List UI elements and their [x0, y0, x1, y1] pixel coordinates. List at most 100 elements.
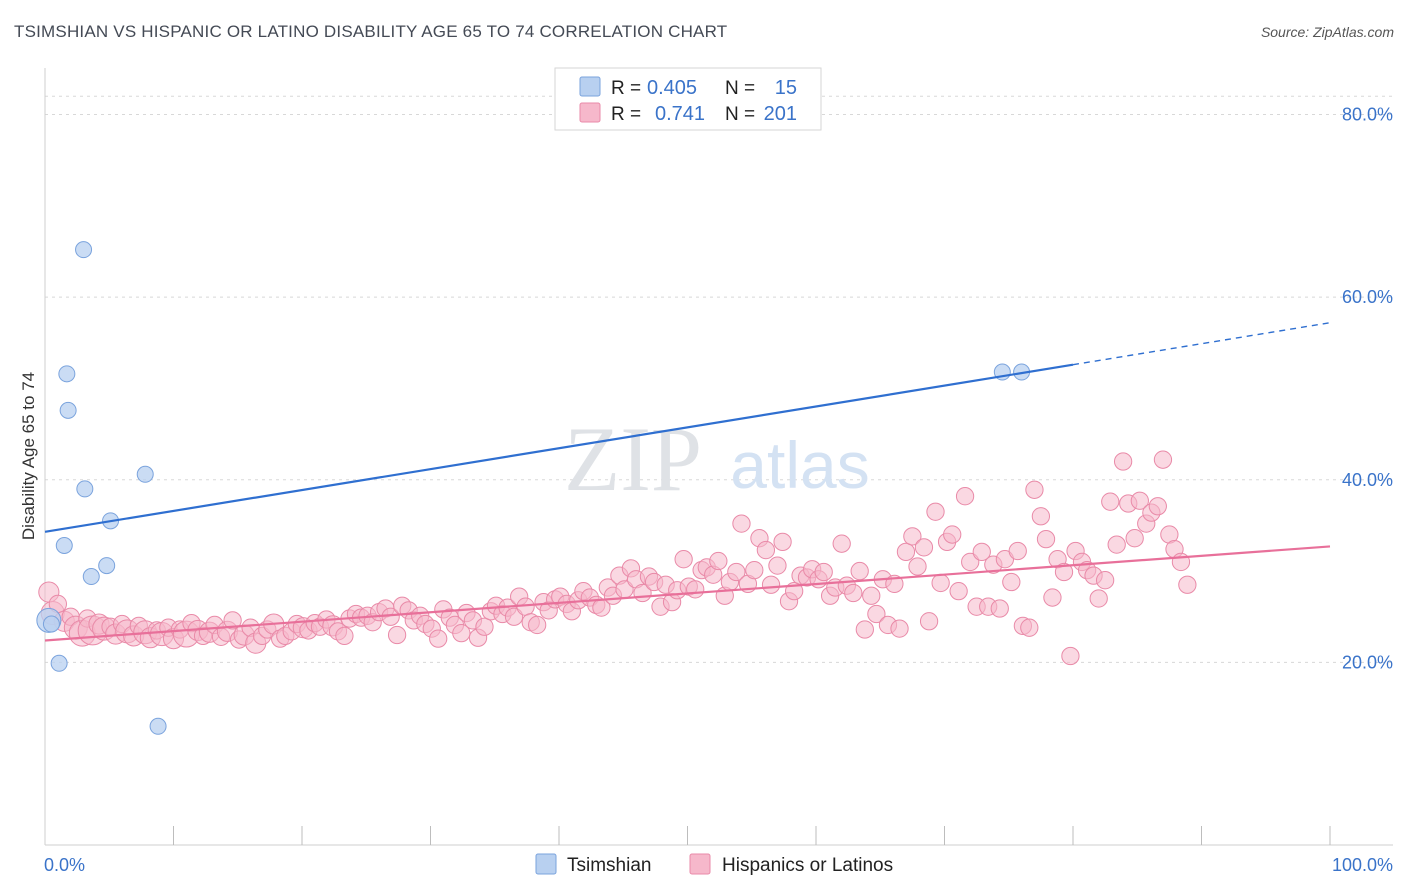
hispanic-point	[814, 562, 833, 582]
hispanic-point	[1107, 535, 1126, 554]
tsimshian-trend-line	[44, 363, 1074, 533]
hispanic-point	[914, 538, 934, 557]
hispanic-point	[1113, 452, 1133, 471]
legend-box: R = 0.405 N = 15 R = 0.741 N = 201	[554, 67, 822, 131]
hispanic-point	[926, 502, 945, 521]
y-tick-labels: 20.0% 40.0% 60.0% 80.0%	[1342, 105, 1393, 673]
hispanic-point	[745, 561, 764, 580]
bottom-legend-tsimshian: Tsimshian	[567, 855, 651, 876]
hispanic-point	[1130, 491, 1149, 510]
hispanic-point	[1043, 588, 1062, 607]
watermark-atlas: atlas	[730, 428, 869, 502]
y-tick-label: 20.0%	[1342, 652, 1393, 672]
hispanic-trend-line	[44, 545, 1331, 642]
hispanic-point	[855, 620, 874, 639]
hispanic-point	[931, 573, 950, 593]
hispanic-point	[1031, 507, 1051, 526]
tsimshian-point	[75, 241, 93, 259]
hispanic-point	[709, 551, 728, 571]
legend-swatch-blue	[579, 76, 601, 97]
hispanic-point	[896, 542, 916, 562]
legend-r-value-2: 0.741	[655, 103, 705, 125]
tsimshian-point	[59, 401, 77, 419]
hispanic-point	[908, 557, 927, 576]
hispanic-point	[1148, 497, 1167, 516]
legend-n-label-2: N =	[725, 104, 755, 125]
y-tick-label: 80.0%	[1342, 105, 1393, 125]
hispanic-point	[761, 575, 781, 594]
legend-r-label-2: R =	[611, 104, 641, 125]
watermark-zip: ZIP	[564, 408, 702, 510]
hispanic-point	[903, 527, 922, 546]
hispanic-point	[919, 612, 939, 631]
hispanic-point	[949, 582, 968, 601]
hispanic-point	[452, 624, 471, 643]
hispanic-point	[674, 550, 693, 569]
x-tick-label-min: 0.0%	[44, 855, 85, 875]
hispanic-point	[475, 617, 494, 636]
source-label: Source: ZipAtlas.com	[1260, 24, 1394, 40]
hispanic-point	[768, 556, 787, 575]
hispanic-point	[387, 625, 407, 645]
hispanic-point	[832, 534, 851, 553]
hispanic-point	[990, 599, 1009, 618]
hispanic-point	[1036, 529, 1056, 549]
hispanic-point	[528, 615, 547, 635]
hispanic-point	[1153, 450, 1173, 469]
hispanic-point	[1089, 589, 1108, 608]
tsimshian-point	[98, 557, 116, 575]
y-tick-label: 40.0%	[1342, 470, 1393, 490]
hispanic-point	[1061, 646, 1080, 666]
hispanic-point	[1025, 480, 1044, 499]
hispanic-point	[1020, 618, 1039, 637]
hispanic-point	[955, 487, 975, 506]
legend-n-value-2: 201	[764, 103, 797, 125]
tsimshian-point	[82, 568, 100, 586]
legend-r-label-1: R =	[611, 78, 641, 99]
hispanic-point	[732, 514, 751, 533]
x-tick-label-max: 100.0%	[1332, 855, 1393, 875]
trend-lines	[44, 322, 1331, 642]
hispanic-point	[995, 550, 1015, 569]
tsimshian-point	[58, 365, 76, 383]
tsimshian-point	[76, 480, 94, 498]
tsimshian-point	[136, 465, 154, 483]
legend-r-value-1: 0.405	[647, 77, 697, 99]
hispanic-point	[686, 580, 705, 599]
chart-title: TSIMSHIAN VS HISPANIC OR LATINO DISABILI…	[14, 22, 728, 41]
hispanic-point	[429, 629, 448, 648]
bottom-legend-swatch-pink	[689, 853, 711, 875]
hispanic-point	[890, 619, 909, 638]
tsimshian-point	[50, 654, 68, 672]
hispanic-point	[756, 540, 776, 560]
hispanic-point	[727, 562, 746, 582]
bottom-legend-hispanics: Hispanics or Latinos	[722, 855, 893, 876]
y-tick-label: 60.0%	[1342, 287, 1393, 307]
hispanic-point	[844, 583, 863, 603]
axes	[44, 68, 1393, 846]
hispanic-point	[961, 552, 980, 572]
hispanic-point	[1002, 572, 1021, 592]
hispanic-point	[862, 586, 881, 605]
watermark: ZIP atlas	[564, 408, 870, 510]
hispanic-point	[972, 542, 991, 562]
hispanic-point	[1008, 541, 1027, 561]
blue-points	[36, 241, 1031, 735]
hispanic-point	[943, 525, 962, 544]
pink-points	[38, 450, 1197, 666]
hispanic-point	[773, 532, 792, 551]
y-axis-title: Disability Age 65 to 74	[19, 372, 38, 540]
hispanic-point	[867, 604, 886, 624]
x-tick-labels: 0.0% 100.0%	[44, 855, 1393, 875]
hispanic-point	[504, 607, 524, 626]
hispanic-point	[1095, 571, 1115, 590]
bottom-legend-swatch-blue	[535, 853, 557, 875]
hispanic-point	[1178, 575, 1197, 594]
hispanic-point	[223, 611, 242, 630]
tsimshian-point	[55, 537, 73, 555]
hispanic-point	[1125, 529, 1144, 548]
hispanic-point	[335, 626, 354, 646]
tsimshian-trend-extension	[1072, 322, 1331, 366]
legend-n-label-1: N =	[725, 78, 755, 99]
